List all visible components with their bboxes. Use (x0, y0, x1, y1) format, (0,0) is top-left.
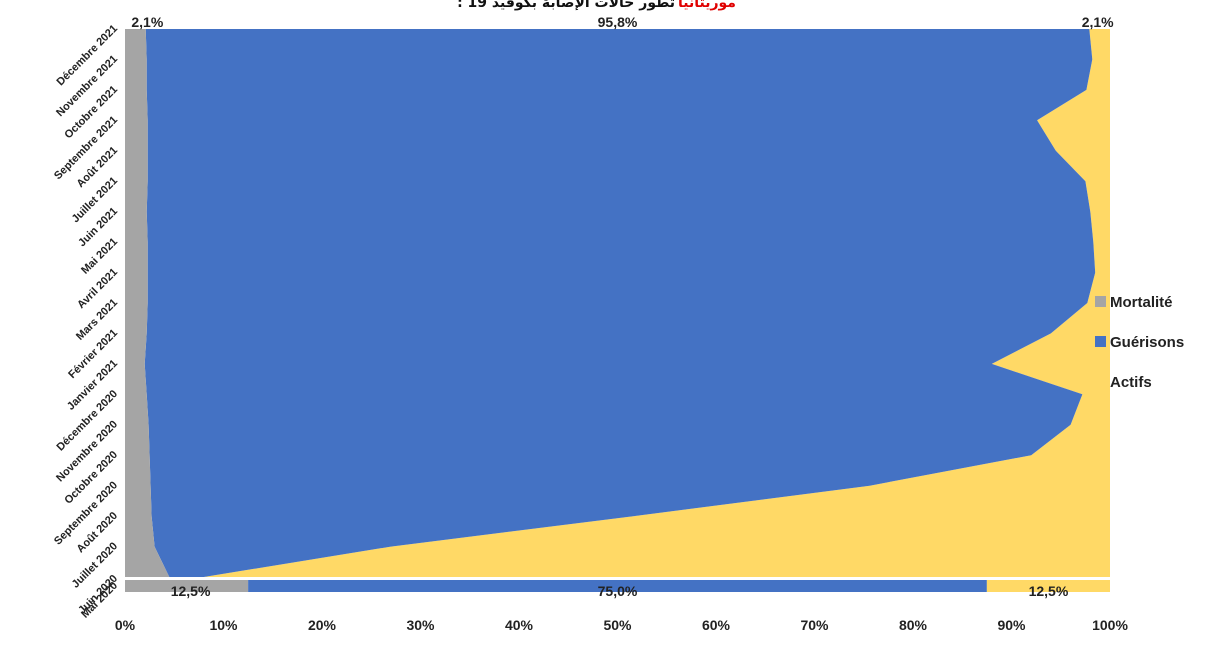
y-category-label: Octobre 2021 (62, 84, 120, 142)
chart-title-country: موريتانيا (678, 0, 736, 11)
x-axis: 0% 10% 20% 30% 40% 50% 60% 70% 80% 90% 100% (115, 617, 1129, 633)
x-tick-label: 0% (115, 617, 136, 633)
y-category-label: Octobre 2020 (62, 449, 120, 507)
x-tick-label: 70% (800, 617, 829, 633)
legend-swatch-0 (1095, 296, 1106, 307)
data-label-first-0: 12,5% (171, 583, 211, 599)
x-tick-label: 40% (505, 617, 534, 633)
legend-label-2: Actifs (1110, 374, 1152, 391)
area-actifs (203, 29, 1111, 577)
x-tick-label: 30% (406, 617, 435, 633)
bar-mortalité-mai-2020 (125, 580, 249, 592)
data-label-last-2: 2,1% (1082, 14, 1114, 30)
plot-area (125, 29, 1111, 592)
area-guerisons (144, 29, 1096, 577)
legend-swatch-1 (1095, 336, 1106, 347)
x-tick-label: 80% (899, 617, 928, 633)
x-tick-label: 10% (209, 617, 238, 633)
legend-label-0: Mortalité (1110, 294, 1173, 311)
legend: Mortalité Guérisons Actifs (1095, 294, 1184, 391)
data-label-last-0: 2,1% (131, 14, 163, 30)
chart-title-text: : تطور حالات الإصابة بكوفيد 19 (457, 0, 675, 11)
legend-label-1: Guérisons (1110, 334, 1184, 351)
data-label-first-2: 12,5% (1029, 583, 1069, 599)
data-labels: 12,5% 75,0% 12,5% 2,1% 95,8% 2,1% (131, 14, 1114, 599)
bar-actifs-mai-2020 (986, 580, 1110, 592)
x-tick-label: 90% (997, 617, 1026, 633)
x-tick-label: 60% (702, 617, 731, 633)
data-label-last-1: 95,8% (598, 14, 638, 30)
data-label-first-1: 75,0% (598, 583, 638, 599)
x-tick-label: 20% (308, 617, 337, 633)
bar-guérisons-mai-2020 (248, 580, 987, 592)
x-tick-label: 50% (603, 617, 632, 633)
area-mortalite (125, 29, 170, 577)
x-tick-label: 100% (1092, 617, 1128, 633)
chart-title: : تطور حالات الإصابة بكوفيد 19 موريتانيا (457, 0, 736, 11)
